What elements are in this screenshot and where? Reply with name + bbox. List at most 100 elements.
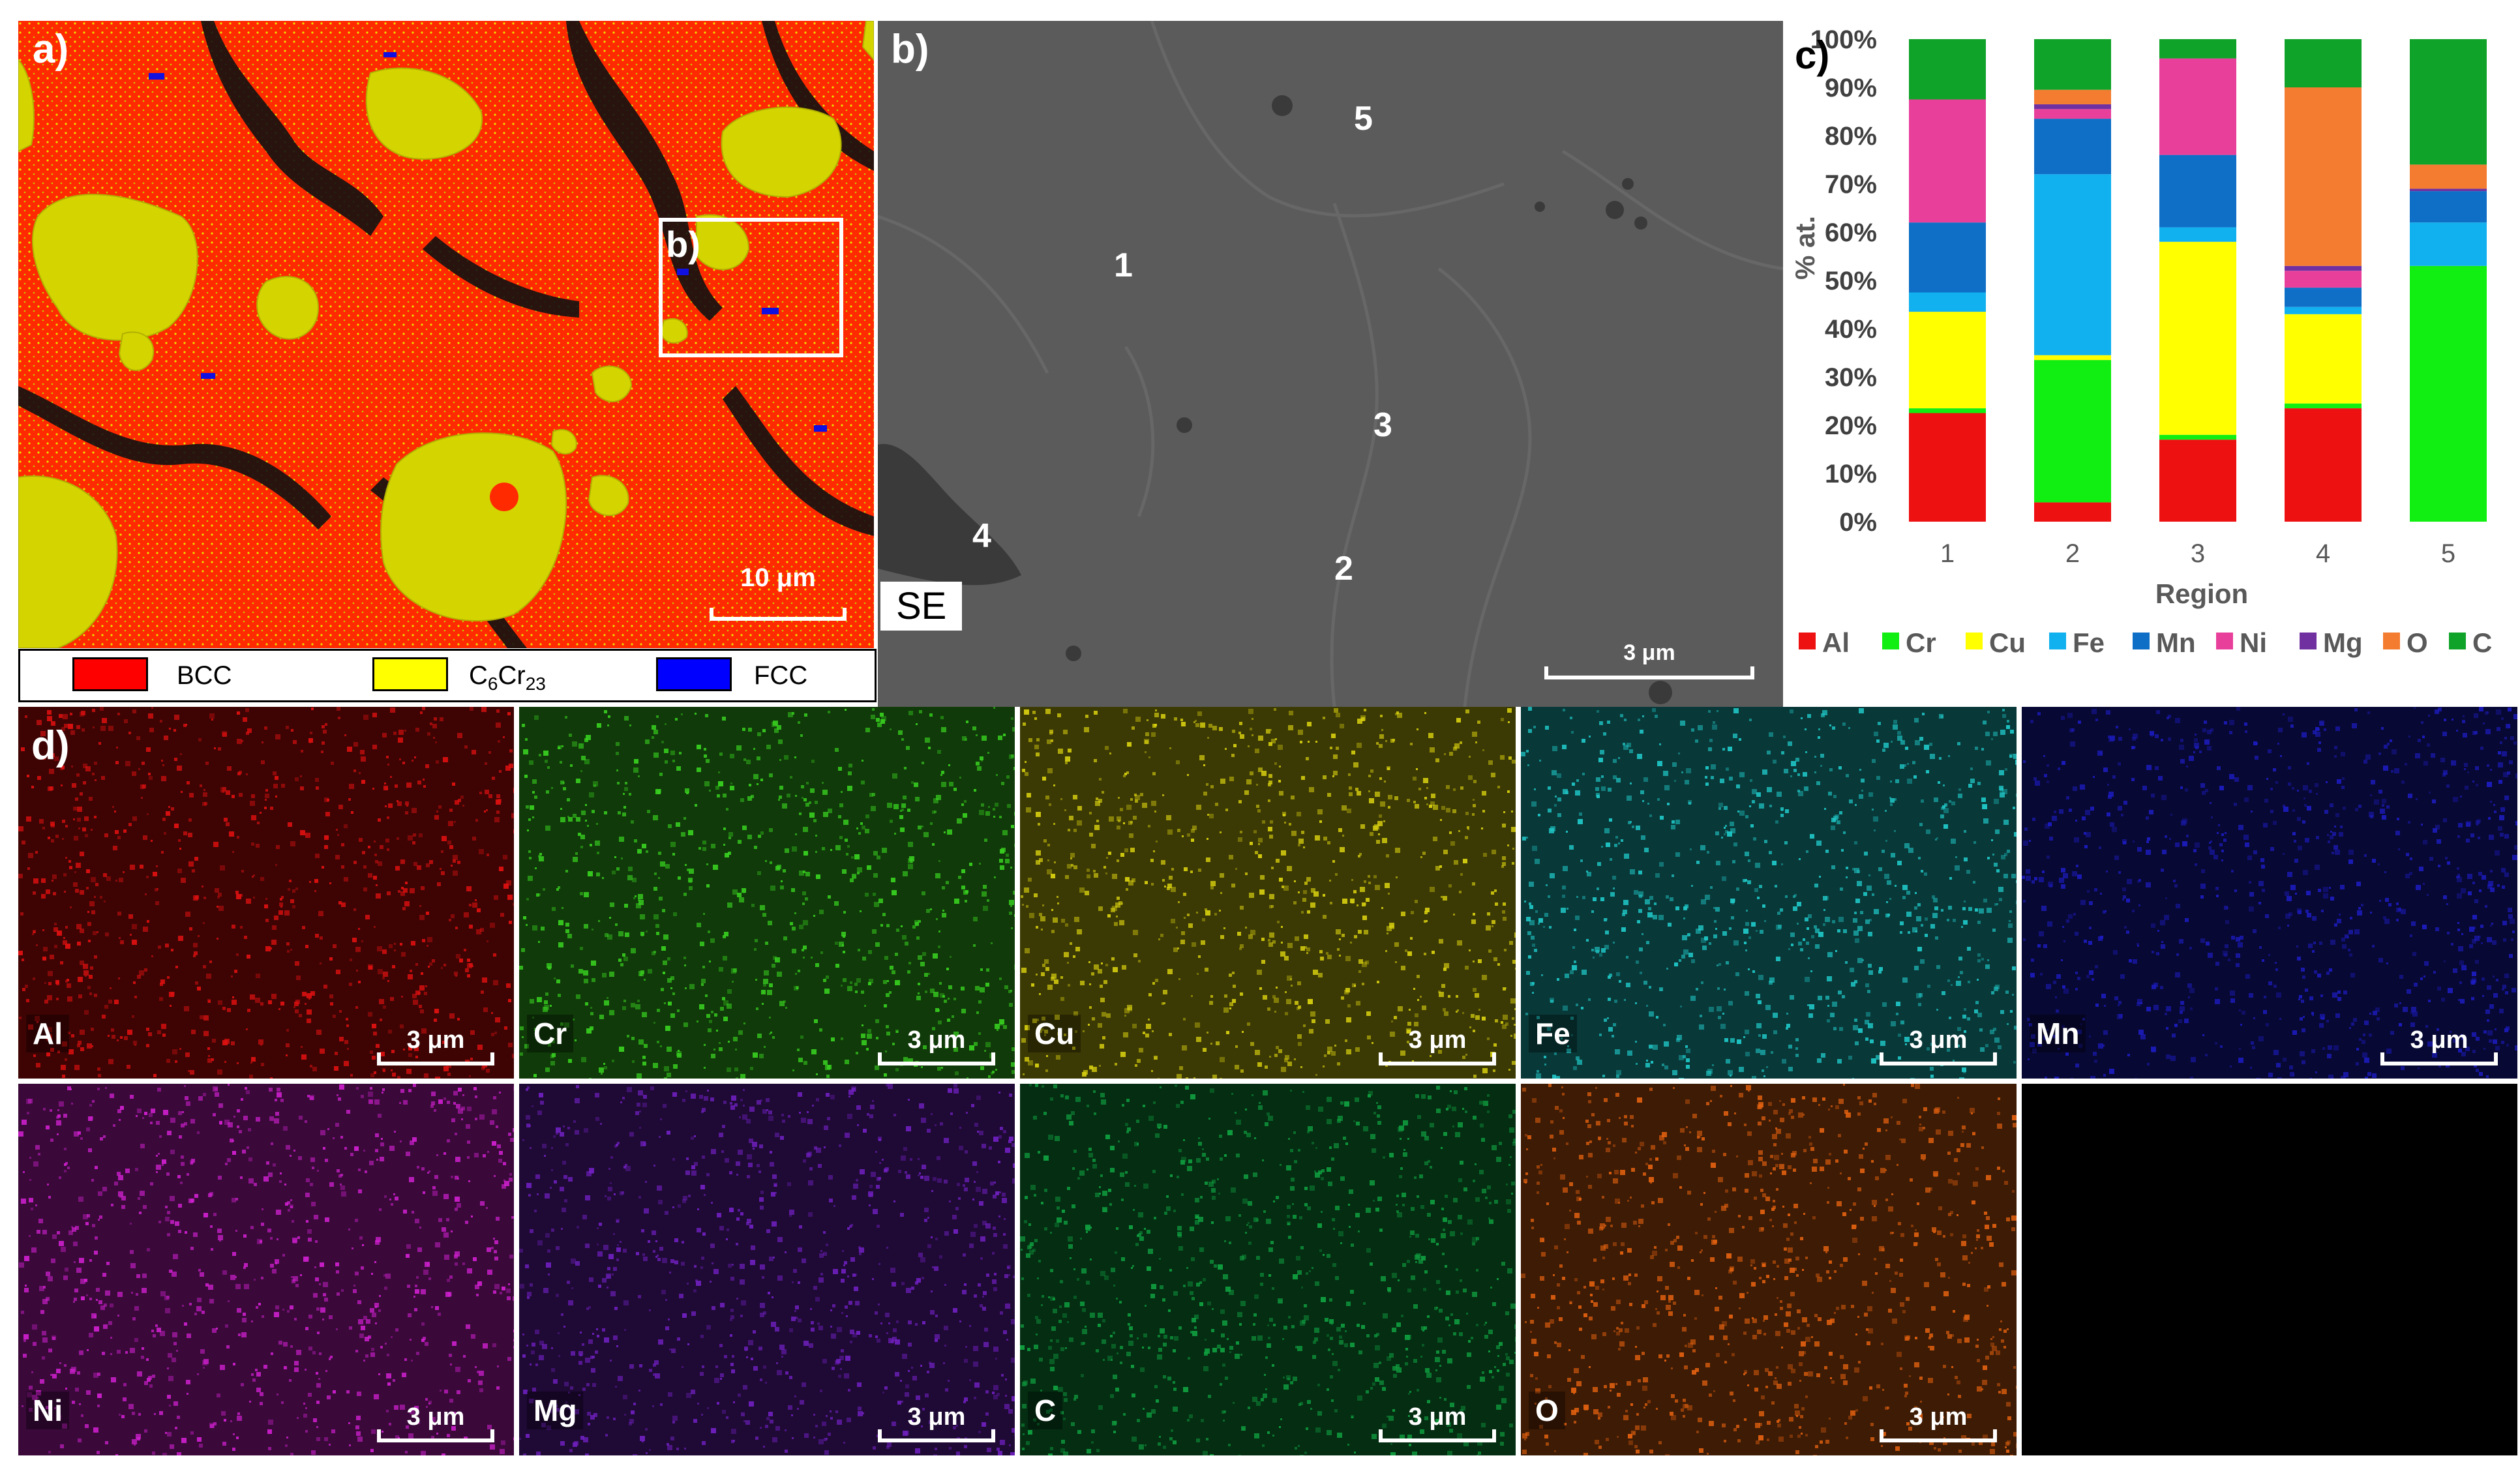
- element-map-texture: [1020, 1084, 1516, 1455]
- y-tick-label: 90%: [1825, 74, 1877, 102]
- bar-segment-mn-region-5: [2410, 191, 2487, 223]
- legend-swatch-o: [2383, 633, 2400, 649]
- legend-label-al: Al: [1822, 627, 1850, 658]
- eds-map-c: C 3 μm: [1020, 1084, 1516, 1455]
- bar-segment-cu-region-3: [2159, 241, 2236, 435]
- scalebar-text: 3 μm: [1408, 1026, 1467, 1054]
- element-tag: Cr: [527, 1015, 574, 1052]
- region-label-5: 5: [1354, 100, 1373, 138]
- bar-segment-mn-region-4: [2285, 288, 2362, 307]
- region-label-4: 4: [972, 517, 991, 555]
- region-label-1: 1: [1114, 246, 1133, 284]
- scalebar-text: 3 μm: [2410, 1026, 2468, 1054]
- legend-label-cr: Cr: [1906, 627, 1936, 658]
- se-mode-badge: SE: [880, 582, 963, 631]
- scalebar-text: 3 μm: [907, 1403, 966, 1431]
- legend-swatch-ni: [2216, 633, 2233, 649]
- element-map-texture: [519, 1084, 1015, 1455]
- legend-swatch-c6cr23: [372, 657, 448, 691]
- legend-label-fe: Fe: [2073, 627, 2105, 658]
- sem-texture: [878, 21, 1783, 707]
- element-tag: Mg: [527, 1392, 584, 1429]
- legend-label-mg: Mg: [2323, 627, 2363, 658]
- scalebar-text: 3 μm: [1909, 1403, 1968, 1431]
- panel-d-label: d): [31, 723, 70, 768]
- bar-segment-cr-region-2: [2034, 360, 2111, 503]
- element-tag: Fe: [1529, 1015, 1577, 1052]
- bar-segment-ni-region-2: [2034, 109, 2111, 119]
- x-tick-label: 2: [2065, 539, 2080, 568]
- bar-segment-cr-region-4: [2285, 403, 2362, 409]
- bar-segment-cr-region-5: [2410, 265, 2487, 522]
- legend-label-o: O: [2407, 627, 2428, 658]
- element-tag: Ni: [26, 1392, 69, 1429]
- element-map-texture: [1020, 707, 1516, 1079]
- eds-map-al: Al 3 μm: [18, 707, 514, 1079]
- bar-segment-fe-region-4: [2285, 306, 2362, 314]
- eds-map-o: O 3 μm: [1521, 1084, 2017, 1455]
- element-tag: Al: [26, 1015, 69, 1052]
- bar-segment-c-region-4: [2285, 39, 2362, 87]
- y-tick-label: 10%: [1825, 460, 1877, 488]
- bar-segment-mn-region-1: [1909, 222, 1986, 293]
- map-scalebar: 3 μm: [377, 1403, 494, 1442]
- bar-segment-mg-region-2: [2034, 104, 2111, 110]
- x-tick-label: 4: [2316, 539, 2330, 568]
- element-tag: C: [1028, 1392, 1063, 1429]
- bar-segment-al-region-2: [2034, 502, 2111, 522]
- region-label-3: 3: [1373, 406, 1392, 444]
- scalebar-text: 3 μm: [1623, 640, 1675, 665]
- panel-d-eds-maps: Al 3 μm Cr 3 μm Cu 3 μm Fe 3 μm Mn 3 μm Ni 3 μm Mg 3 …: [18, 707, 2520, 1475]
- bar-segment-cu-region-4: [2285, 314, 2362, 404]
- panel-a-scalebar: 10 μm: [710, 562, 847, 621]
- bar-segment-al-region-4: [2285, 408, 2362, 522]
- legend-swatch-bcc: [72, 657, 148, 691]
- map-scalebar: 3 μm: [1880, 1403, 1997, 1442]
- scalebar-text: 10 μm: [740, 563, 816, 592]
- phase-legend: BCC C6Cr23 FCC: [18, 649, 877, 702]
- x-tick-label: 1: [1940, 539, 1955, 568]
- panel-c-chart: c) 0% 10% 20% 30% 40% 50% 60% 70% 80% 90% 100% 1 2 3…: [1787, 13, 2520, 707]
- legend-label-fcc: FCC: [754, 661, 808, 690]
- bar-segment-c-region-2: [2034, 39, 2111, 90]
- element-tag: Mn: [2030, 1015, 2086, 1052]
- map-scalebar: 3 μm: [1379, 1026, 1496, 1065]
- bar-segment-o-region-5: [2410, 164, 2487, 189]
- legend-swatch-c: [2449, 633, 2466, 649]
- eds-map-fe: Fe 3 μm: [1521, 707, 2017, 1079]
- bar-segment-cu-region-2: [2034, 355, 2111, 361]
- y-tick-label: 40%: [1825, 315, 1877, 344]
- map-scalebar: 3 μm: [1880, 1026, 1997, 1065]
- bar-segment-ni-region-4: [2285, 271, 2362, 288]
- bar-segment-mg-region-5: [2410, 188, 2487, 192]
- bar-segment-cu-region-1: [1909, 312, 1986, 409]
- inset-label: b): [666, 224, 700, 265]
- bar-segment-cr-region-3: [2159, 434, 2236, 440]
- element-map-texture: [18, 707, 514, 1079]
- y-tick-label: 70%: [1825, 170, 1877, 199]
- bar-segment-fe-region-2: [2034, 174, 2111, 355]
- x-tick-label: 5: [2441, 539, 2455, 568]
- phase-map-image: [18, 21, 874, 648]
- bar-segment-al-region-1: [1909, 413, 1986, 522]
- legend-label-c6cr23: C6Cr23: [469, 661, 546, 694]
- legend-swatch-al: [1799, 633, 1816, 649]
- legend-swatch-mg: [2300, 633, 2317, 649]
- element-map-texture: [1521, 1084, 2017, 1455]
- element-tag: Cu: [1028, 1015, 1081, 1052]
- bar-segment-c-region-3: [2159, 39, 2236, 59]
- y-tick-label: 30%: [1825, 363, 1877, 392]
- y-axis-title: % at.: [1790, 216, 1820, 280]
- panel-c-label: c): [1795, 33, 1830, 77]
- eds-map-cr: Cr 3 μm: [519, 707, 1015, 1079]
- scalebar-text: 3 μm: [1408, 1403, 1467, 1431]
- legend-label-mn: Mn: [2156, 627, 2196, 658]
- bar-segment-c-region-1: [1909, 39, 1986, 100]
- bar-segment-ni-region-3: [2159, 58, 2236, 155]
- bar-segment-c-region-5: [2410, 39, 2487, 165]
- map-scalebar: 3 μm: [878, 1403, 995, 1442]
- map-scalebar: 3 μm: [1379, 1403, 1496, 1442]
- bar-segment-cr-region-1: [1909, 408, 1986, 413]
- x-axis-title: Region: [2155, 578, 2248, 609]
